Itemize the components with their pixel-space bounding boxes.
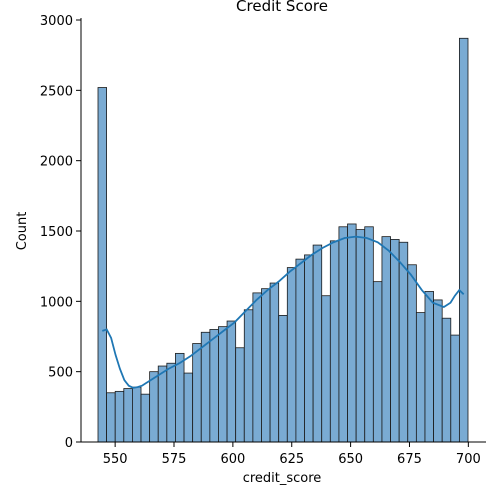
- x-tick-label: 550: [103, 452, 128, 467]
- chart-title: Credit Score: [236, 0, 328, 15]
- histogram-bar: [451, 335, 460, 442]
- histogram-bar: [434, 300, 443, 442]
- histogram-bar: [279, 315, 288, 442]
- histogram-bar: [459, 38, 468, 442]
- histogram-bar: [416, 313, 425, 442]
- histogram-bar: [382, 237, 391, 442]
- histogram-bar: [167, 363, 176, 442]
- histogram-bar: [261, 289, 270, 442]
- y-tick-label: 2500: [40, 84, 73, 99]
- y-tick-label: 500: [48, 366, 73, 381]
- y-tick-label: 1500: [40, 225, 73, 240]
- y-tick-label: 1000: [40, 295, 73, 310]
- histogram-bar: [150, 372, 159, 442]
- histogram-bar: [218, 327, 227, 442]
- histogram-bar: [201, 332, 210, 442]
- histogram-bar: [124, 389, 133, 442]
- histogram-bar: [391, 239, 400, 442]
- histogram-bar: [296, 259, 305, 442]
- histogram-bar: [287, 268, 296, 442]
- histogram-bar: [365, 227, 374, 442]
- x-axis-label: credit_score: [243, 471, 322, 486]
- y-tick-label: 0: [65, 436, 73, 451]
- histogram-bar: [236, 348, 245, 442]
- histogram-bar: [339, 227, 348, 442]
- histogram-bar: [305, 255, 314, 442]
- x-axis-ticks: 550 575 600 625 650 675 700: [103, 442, 481, 467]
- y-axis-ticks: 0 500 1000 1500 2000 2500 3000: [40, 14, 81, 451]
- histogram-bar: [158, 366, 167, 442]
- histogram-bar: [253, 293, 262, 442]
- y-tick-label: 3000: [40, 14, 73, 29]
- histogram-bar: [322, 296, 331, 442]
- histogram-bar: [399, 242, 408, 442]
- histogram-bar: [227, 321, 236, 442]
- x-tick-label: 625: [279, 452, 304, 467]
- histogram-bar: [175, 353, 184, 442]
- x-tick-label: 675: [397, 452, 422, 467]
- histogram-bar: [408, 265, 417, 442]
- histogram-bars: [98, 38, 468, 442]
- histogram-bar: [313, 245, 322, 442]
- histogram-bar: [425, 291, 434, 442]
- x-tick-label: 575: [162, 452, 187, 467]
- x-tick-label: 700: [456, 452, 481, 467]
- histogram-bar: [184, 373, 193, 442]
- y-axis-label: Count: [15, 212, 30, 251]
- histogram-bar: [356, 230, 365, 442]
- histogram-bar: [373, 282, 382, 442]
- histogram-bar: [244, 310, 253, 442]
- histogram-bar: [115, 391, 124, 442]
- histogram-bar: [141, 394, 150, 442]
- y-tick-label: 2000: [40, 155, 73, 170]
- histogram-bar: [270, 283, 279, 442]
- histogram-bar: [330, 241, 339, 442]
- histogram-bar: [348, 224, 357, 442]
- histogram-bar: [442, 318, 451, 442]
- x-tick-label: 600: [220, 452, 245, 467]
- histogram-bar: [132, 387, 141, 442]
- histogram-bar: [98, 88, 107, 442]
- histogram-bar: [193, 344, 202, 442]
- x-tick-label: 650: [338, 452, 363, 467]
- histogram-bar: [210, 329, 219, 442]
- histogram-bar: [107, 393, 116, 442]
